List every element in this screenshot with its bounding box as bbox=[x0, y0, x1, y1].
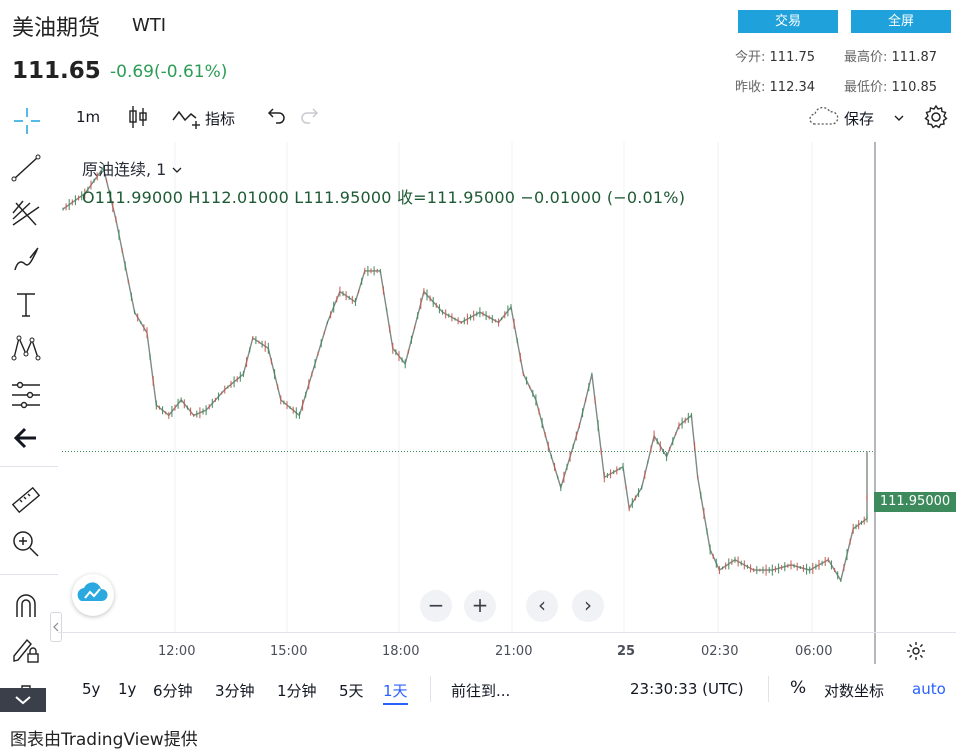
chevron-down-icon[interactable] bbox=[171, 165, 183, 175]
instrument-title: 美油期货 bbox=[12, 16, 101, 41]
chart-grid bbox=[58, 142, 956, 664]
auto-scale-toggle[interactable]: auto bbox=[912, 680, 946, 698]
low-label: 最低价: bbox=[844, 80, 888, 95]
last-price-tag: 111.95000 bbox=[874, 492, 956, 512]
time-axis-label: 21:00 bbox=[495, 644, 533, 659]
high-stat: 最高价: 111.87 bbox=[844, 46, 937, 65]
scroll-left-button[interactable]: ‹ bbox=[526, 590, 558, 622]
undo-icon[interactable] bbox=[264, 106, 288, 132]
goto-date-button[interactable]: 前往到... bbox=[451, 682, 511, 700]
ohlc-readout: O111.99000 H112.01000 L111.95000 收=111.9… bbox=[82, 188, 686, 207]
prediction-tool-icon[interactable] bbox=[10, 380, 42, 414]
indicators-icon[interactable] bbox=[172, 106, 202, 134]
sidebar-toggle-handle[interactable] bbox=[50, 612, 62, 642]
tradingview-logo-button[interactable] bbox=[72, 574, 114, 616]
brush-icon[interactable] bbox=[10, 244, 42, 280]
open-stat: 今开: 111.75 bbox=[735, 46, 815, 65]
fib-tools-icon[interactable] bbox=[10, 197, 42, 233]
chevron-down-icon[interactable] bbox=[892, 110, 906, 129]
back-arrow-icon[interactable] bbox=[12, 424, 40, 456]
trend-line-icon[interactable] bbox=[10, 152, 42, 188]
time-axis-label: 15:00 bbox=[270, 644, 308, 659]
fullscreen-button[interactable]: 全屏 bbox=[851, 10, 951, 33]
open-value: 111.75 bbox=[769, 50, 816, 65]
time-axis-label: 12:00 bbox=[158, 644, 196, 659]
range-5y[interactable]: 5y bbox=[82, 680, 101, 698]
series-name: 原油连续, 1 bbox=[82, 160, 167, 179]
open-label: 今开: bbox=[735, 50, 766, 65]
price-series-line bbox=[62, 166, 868, 583]
candles-style-icon[interactable] bbox=[126, 104, 150, 134]
high-value: 111.87 bbox=[891, 50, 938, 65]
zoom-in-icon[interactable] bbox=[10, 528, 42, 564]
attribution-text: 图表由TradingView提供 bbox=[10, 730, 198, 750]
low-stat: 最低价: 110.85 bbox=[844, 76, 937, 95]
scroll-right-button[interactable]: › bbox=[572, 590, 604, 622]
range-1y[interactable]: 1y bbox=[118, 680, 137, 698]
range-1d[interactable]: 1天 bbox=[383, 680, 408, 705]
time-axis-label: 25 bbox=[617, 644, 636, 659]
sidebar-divider bbox=[0, 574, 58, 575]
price-series bbox=[62, 163, 868, 583]
interval-selector[interactable]: 1m bbox=[76, 108, 101, 126]
time-axis-label: 02:30 bbox=[701, 644, 739, 659]
cloud-icon bbox=[808, 106, 840, 132]
zoom-out-button[interactable]: − bbox=[420, 590, 452, 622]
percent-toggle[interactable]: % bbox=[790, 678, 807, 698]
bottom-divider bbox=[768, 676, 769, 702]
price-change: -0.69(-0.61%) bbox=[110, 62, 228, 82]
magnet-icon[interactable] bbox=[10, 590, 42, 626]
trade-button[interactable]: 交易 bbox=[738, 10, 838, 33]
indicators-button[interactable]: 指标 bbox=[205, 110, 236, 128]
time-axis-label: 18:00 bbox=[382, 644, 420, 659]
axis-settings-gear-icon[interactable] bbox=[905, 640, 927, 666]
save-button[interactable]: 保存 bbox=[844, 110, 875, 128]
sidebar-divider bbox=[0, 466, 58, 467]
range-3min[interactable]: 3分钟 bbox=[215, 682, 255, 700]
utc-clock[interactable]: 23:30:33 (UTC) bbox=[630, 680, 744, 698]
crosshair-icon[interactable] bbox=[12, 106, 42, 140]
range-5d[interactable]: 5天 bbox=[339, 682, 364, 700]
pattern-tool-icon[interactable] bbox=[10, 332, 42, 368]
prev-close-stat: 昨收: 112.34 bbox=[735, 76, 815, 95]
zoom-in-button[interactable]: + bbox=[464, 590, 496, 622]
instrument-symbol: WTI bbox=[132, 15, 167, 36]
prev-close-label: 昨收: bbox=[735, 80, 766, 95]
ruler-icon[interactable] bbox=[10, 484, 42, 520]
series-legend[interactable]: 原油连续, 1 bbox=[82, 156, 183, 180]
bottom-divider bbox=[430, 676, 431, 702]
redo-icon[interactable] bbox=[298, 106, 322, 132]
low-value: 110.85 bbox=[891, 80, 938, 95]
range-6min[interactable]: 6分钟 bbox=[153, 682, 193, 700]
log-scale-toggle[interactable]: 对数坐标 bbox=[824, 682, 885, 700]
lock-drawings-icon[interactable] bbox=[10, 634, 42, 670]
settings-gear-icon[interactable] bbox=[922, 103, 950, 135]
range-1min[interactable]: 1分钟 bbox=[277, 682, 317, 700]
collapse-panel-button[interactable] bbox=[0, 688, 46, 712]
time-axis-label: 06:00 bbox=[795, 644, 833, 659]
current-price: 111.65 bbox=[12, 58, 101, 84]
prev-close-value: 112.34 bbox=[769, 80, 816, 95]
text-tool-icon[interactable] bbox=[12, 290, 40, 324]
high-label: 最高价: bbox=[844, 50, 888, 65]
